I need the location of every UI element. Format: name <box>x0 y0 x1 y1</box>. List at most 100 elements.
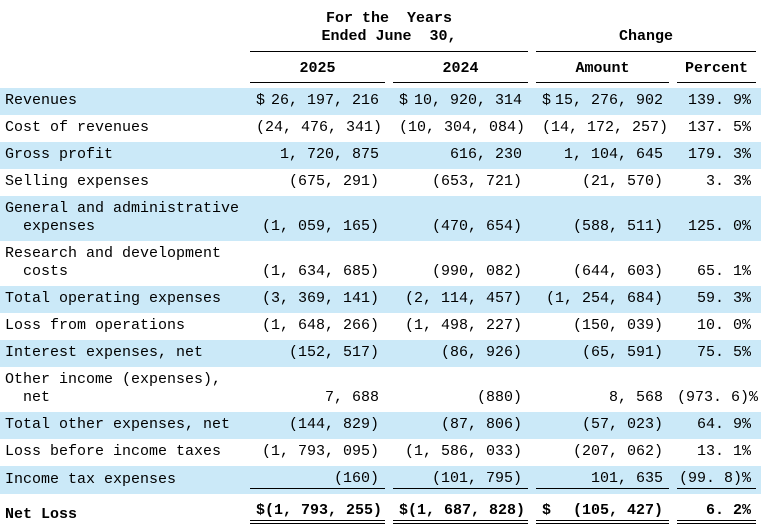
value-percent: 137. 5% <box>687 119 751 136</box>
value-amount-text: (1, 254, 684) <box>545 290 663 307</box>
value-amount-text: 8, 568 <box>608 389 663 406</box>
years-group-line1: For the Years <box>325 10 453 27</box>
table-row: Loss before income taxes (1, 793, 095) (… <box>0 439 761 466</box>
value-2025-text: (3, 369, 141) <box>261 290 379 307</box>
value-amount-text: (57, 023) <box>581 416 663 433</box>
value-amount: $15, 276, 902 <box>536 92 669 110</box>
value-amount: (14, 172, 257) <box>536 119 669 137</box>
value-2024-text: (101, 795) <box>431 470 522 487</box>
value-percent: 13. 1% <box>696 443 751 460</box>
value-2024: (1, 498, 227) <box>393 317 528 335</box>
value-amount: 8, 568 <box>536 389 669 407</box>
value-amount-text: (150, 039) <box>572 317 663 334</box>
change-group-header: Change <box>536 28 756 52</box>
table-row: Interest expenses, net (152, 517) (86, 9… <box>0 340 761 367</box>
value-2025-text: (1, 793, 095) <box>261 443 379 460</box>
value-amount: (65, 591) <box>536 344 669 362</box>
dollar-sign: $ <box>399 502 409 519</box>
table-row: General and administrative expenses (1, … <box>0 196 761 241</box>
value-2024: (2, 114, 457) <box>393 290 528 308</box>
value-amount-text: 15, 276, 902 <box>554 92 663 109</box>
column-header-amount: Amount <box>536 60 669 83</box>
value-2025: $ (1, 793, 255) <box>250 502 385 524</box>
value-2024-text: 616, 230 <box>449 146 522 163</box>
value-2025: (3, 369, 141) <box>250 290 385 308</box>
value-percent: (973. 6)% <box>677 389 759 406</box>
value-amount-text: (644, 603) <box>572 263 663 280</box>
table-row: Selling expenses (675, 291) (653, 721) (… <box>0 169 761 196</box>
value-2024: 616, 230 <box>393 146 528 164</box>
value-2025: (152, 517) <box>250 344 385 362</box>
value-percent: 65. 1% <box>696 263 751 280</box>
value-percent: 64. 9% <box>696 416 751 433</box>
table-row: Research and development costs (1, 634, … <box>0 241 761 286</box>
column-header-2024: 2024 <box>393 60 528 83</box>
years-group-line2: Ended June 30, <box>321 28 457 45</box>
value-2025: 7, 688 <box>250 389 385 407</box>
row-label: Research and development costs <box>5 245 222 280</box>
value-amount-text: (21, 570) <box>581 173 663 190</box>
value-2024: (86, 926) <box>393 344 528 362</box>
value-2025-text: (1, 634, 685) <box>261 263 379 280</box>
dollar-sign: $ <box>256 502 266 519</box>
row-label: Selling expenses <box>5 173 150 190</box>
value-amount: (588, 511) <box>536 218 669 236</box>
value-amount-text: (207, 062) <box>572 443 663 460</box>
value-2025-text: (1, 648, 266) <box>261 317 379 334</box>
value-2024-text: (87, 806) <box>440 416 522 433</box>
value-amount: (57, 023) <box>536 416 669 434</box>
value-2025: $26, 197, 216 <box>250 92 385 110</box>
value-amount: 1, 104, 645 <box>536 146 669 164</box>
dollar-sign: $ <box>256 92 266 109</box>
value-percent: 59. 3% <box>696 290 751 307</box>
value-amount-text: (65, 591) <box>581 344 663 361</box>
value-amount: (150, 039) <box>536 317 669 335</box>
value-percent: 179. 3% <box>687 146 751 163</box>
row-label: Income tax expenses <box>5 471 177 488</box>
value-2024-text: (880) <box>476 389 522 406</box>
value-amount-text: (14, 172, 257) <box>542 119 669 136</box>
row-label: Gross profit <box>5 146 114 163</box>
value-2025-text: (160) <box>333 470 379 487</box>
row-label: Net Loss <box>5 506 78 523</box>
value-2024: (653, 721) <box>393 173 528 191</box>
value-2024: $ (1, 687, 828) <box>393 502 528 524</box>
value-amount-text: 1, 104, 645 <box>563 146 663 163</box>
row-label: Loss before income taxes <box>5 443 222 460</box>
value-2025: (1, 634, 685) <box>250 263 385 281</box>
row-label: Other income (expenses), net <box>5 371 222 406</box>
table-header-groups: For the Years Ended June 30, Change <box>0 10 761 52</box>
value-percent: 139. 9% <box>687 92 751 109</box>
value-2024: (880) <box>393 389 528 407</box>
value-2024: (470, 654) <box>393 218 528 236</box>
value-2024-text: (1, 687, 828) <box>408 502 526 519</box>
table-row: Other income (expenses), net 7, 688 (880… <box>0 367 761 412</box>
value-amount-text: 101, 635 <box>590 470 663 487</box>
value-2025-text: (1, 793, 255) <box>265 502 383 519</box>
value-amount-text: (588, 511) <box>572 218 663 235</box>
value-2025: (1, 793, 095) <box>250 443 385 461</box>
value-2024: (990, 082) <box>393 263 528 281</box>
table-row: Total operating expenses (3, 369, 141) (… <box>0 286 761 313</box>
column-header-percent: Percent <box>677 60 756 83</box>
value-2025: (1, 059, 165) <box>250 218 385 236</box>
value-2025: (1, 648, 266) <box>250 317 385 335</box>
value-2024-text: (1, 586, 033) <box>404 443 522 460</box>
years-group-header: For the Years Ended June 30, <box>250 10 528 52</box>
value-percent: 6. 2% <box>677 502 756 524</box>
row-label: General and administrative expenses <box>5 200 240 235</box>
dollar-sign: $ <box>542 92 552 109</box>
value-2024: (10, 304, 084) <box>393 119 528 137</box>
row-label: Total other expenses, net <box>5 416 231 433</box>
row-label: Interest expenses, net <box>5 344 204 361</box>
value-2025-text: (24, 476, 341) <box>256 119 383 136</box>
value-2024: (1, 586, 033) <box>393 443 528 461</box>
value-2024-text: (653, 721) <box>431 173 522 190</box>
value-2024-text: (470, 654) <box>431 218 522 235</box>
value-2024: (87, 806) <box>393 416 528 434</box>
row-label: Revenues <box>5 92 78 109</box>
value-2024-text: (10, 304, 084) <box>399 119 526 136</box>
table-row: Gross profit 1, 720, 875 616, 230 1, 104… <box>0 142 761 169</box>
value-2025: (24, 476, 341) <box>250 119 385 137</box>
